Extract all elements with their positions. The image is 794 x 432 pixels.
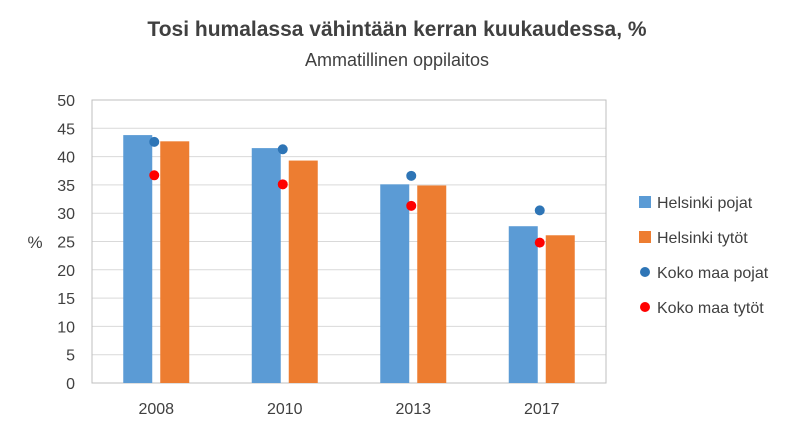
y-tick-label: 5 xyxy=(66,348,75,365)
y-tick-label: 0 xyxy=(66,376,75,393)
bar-helsinki-pojat xyxy=(508,226,538,383)
point-koko-maa-pojat xyxy=(406,170,417,181)
point-koko-maa-pojat xyxy=(149,136,160,147)
chart-subtitle: Ammatillinen oppilaitos xyxy=(304,50,490,70)
legend-label: Koko maa tytöt xyxy=(657,300,764,317)
legend-label: Helsinki tytöt xyxy=(657,230,748,247)
point-koko-maa-pojat xyxy=(277,144,288,155)
legend-marker xyxy=(640,302,650,312)
point-koko-maa-tytot xyxy=(534,237,545,248)
y-axis-label: % xyxy=(27,233,42,252)
y-tick-label: 15 xyxy=(57,291,75,308)
legend-swatch xyxy=(639,196,651,208)
axes: 0 5 10 15 20 25 30 35 40 45 50% 2008 2010 2013 2017 xyxy=(27,93,559,418)
y-tick-label: 25 xyxy=(57,235,75,252)
point-koko-maa-tytot xyxy=(406,200,417,211)
bar-helsinki-tytot xyxy=(545,235,575,383)
bar-helsinki-pojat xyxy=(380,184,410,383)
bar-helsinki-pojat xyxy=(251,148,281,383)
points xyxy=(149,136,545,248)
x-tick-label: 2017 xyxy=(524,401,560,418)
bar-helsinki-tytot xyxy=(417,185,447,383)
x-tick-label: 2013 xyxy=(395,401,431,418)
y-tick-label: 10 xyxy=(57,319,75,336)
y-tick-label: 40 xyxy=(57,150,75,167)
point-koko-maa-pojat xyxy=(534,205,545,216)
y-tick-label: 20 xyxy=(57,263,75,280)
bar-helsinki-pojat xyxy=(123,135,153,383)
x-tick-label: 2008 xyxy=(138,401,174,418)
y-tick-label: 30 xyxy=(57,206,75,223)
point-koko-maa-tytot xyxy=(149,170,160,181)
plot-frame xyxy=(91,99,607,384)
legend-label: Helsinki pojat xyxy=(657,195,753,212)
x-tick-label: 2010 xyxy=(267,401,303,418)
y-tick-label: 50 xyxy=(57,93,75,110)
bars xyxy=(123,135,575,383)
chart-title: Tosi humalassa vähintään kerran kuukaude… xyxy=(147,18,647,41)
legend-swatch xyxy=(639,231,651,243)
legend-label: Koko maa pojat xyxy=(657,265,769,282)
y-tick-label: 35 xyxy=(57,178,75,195)
point-koko-maa-tytot xyxy=(277,179,288,190)
legend-marker xyxy=(640,267,650,277)
bar-helsinki-tytot xyxy=(288,160,318,383)
legend: Helsinki pojat Helsinki tytöt Koko maa poj… xyxy=(639,195,769,317)
bar-helsinki-tytot xyxy=(160,141,190,383)
y-tick-label: 45 xyxy=(57,121,75,138)
